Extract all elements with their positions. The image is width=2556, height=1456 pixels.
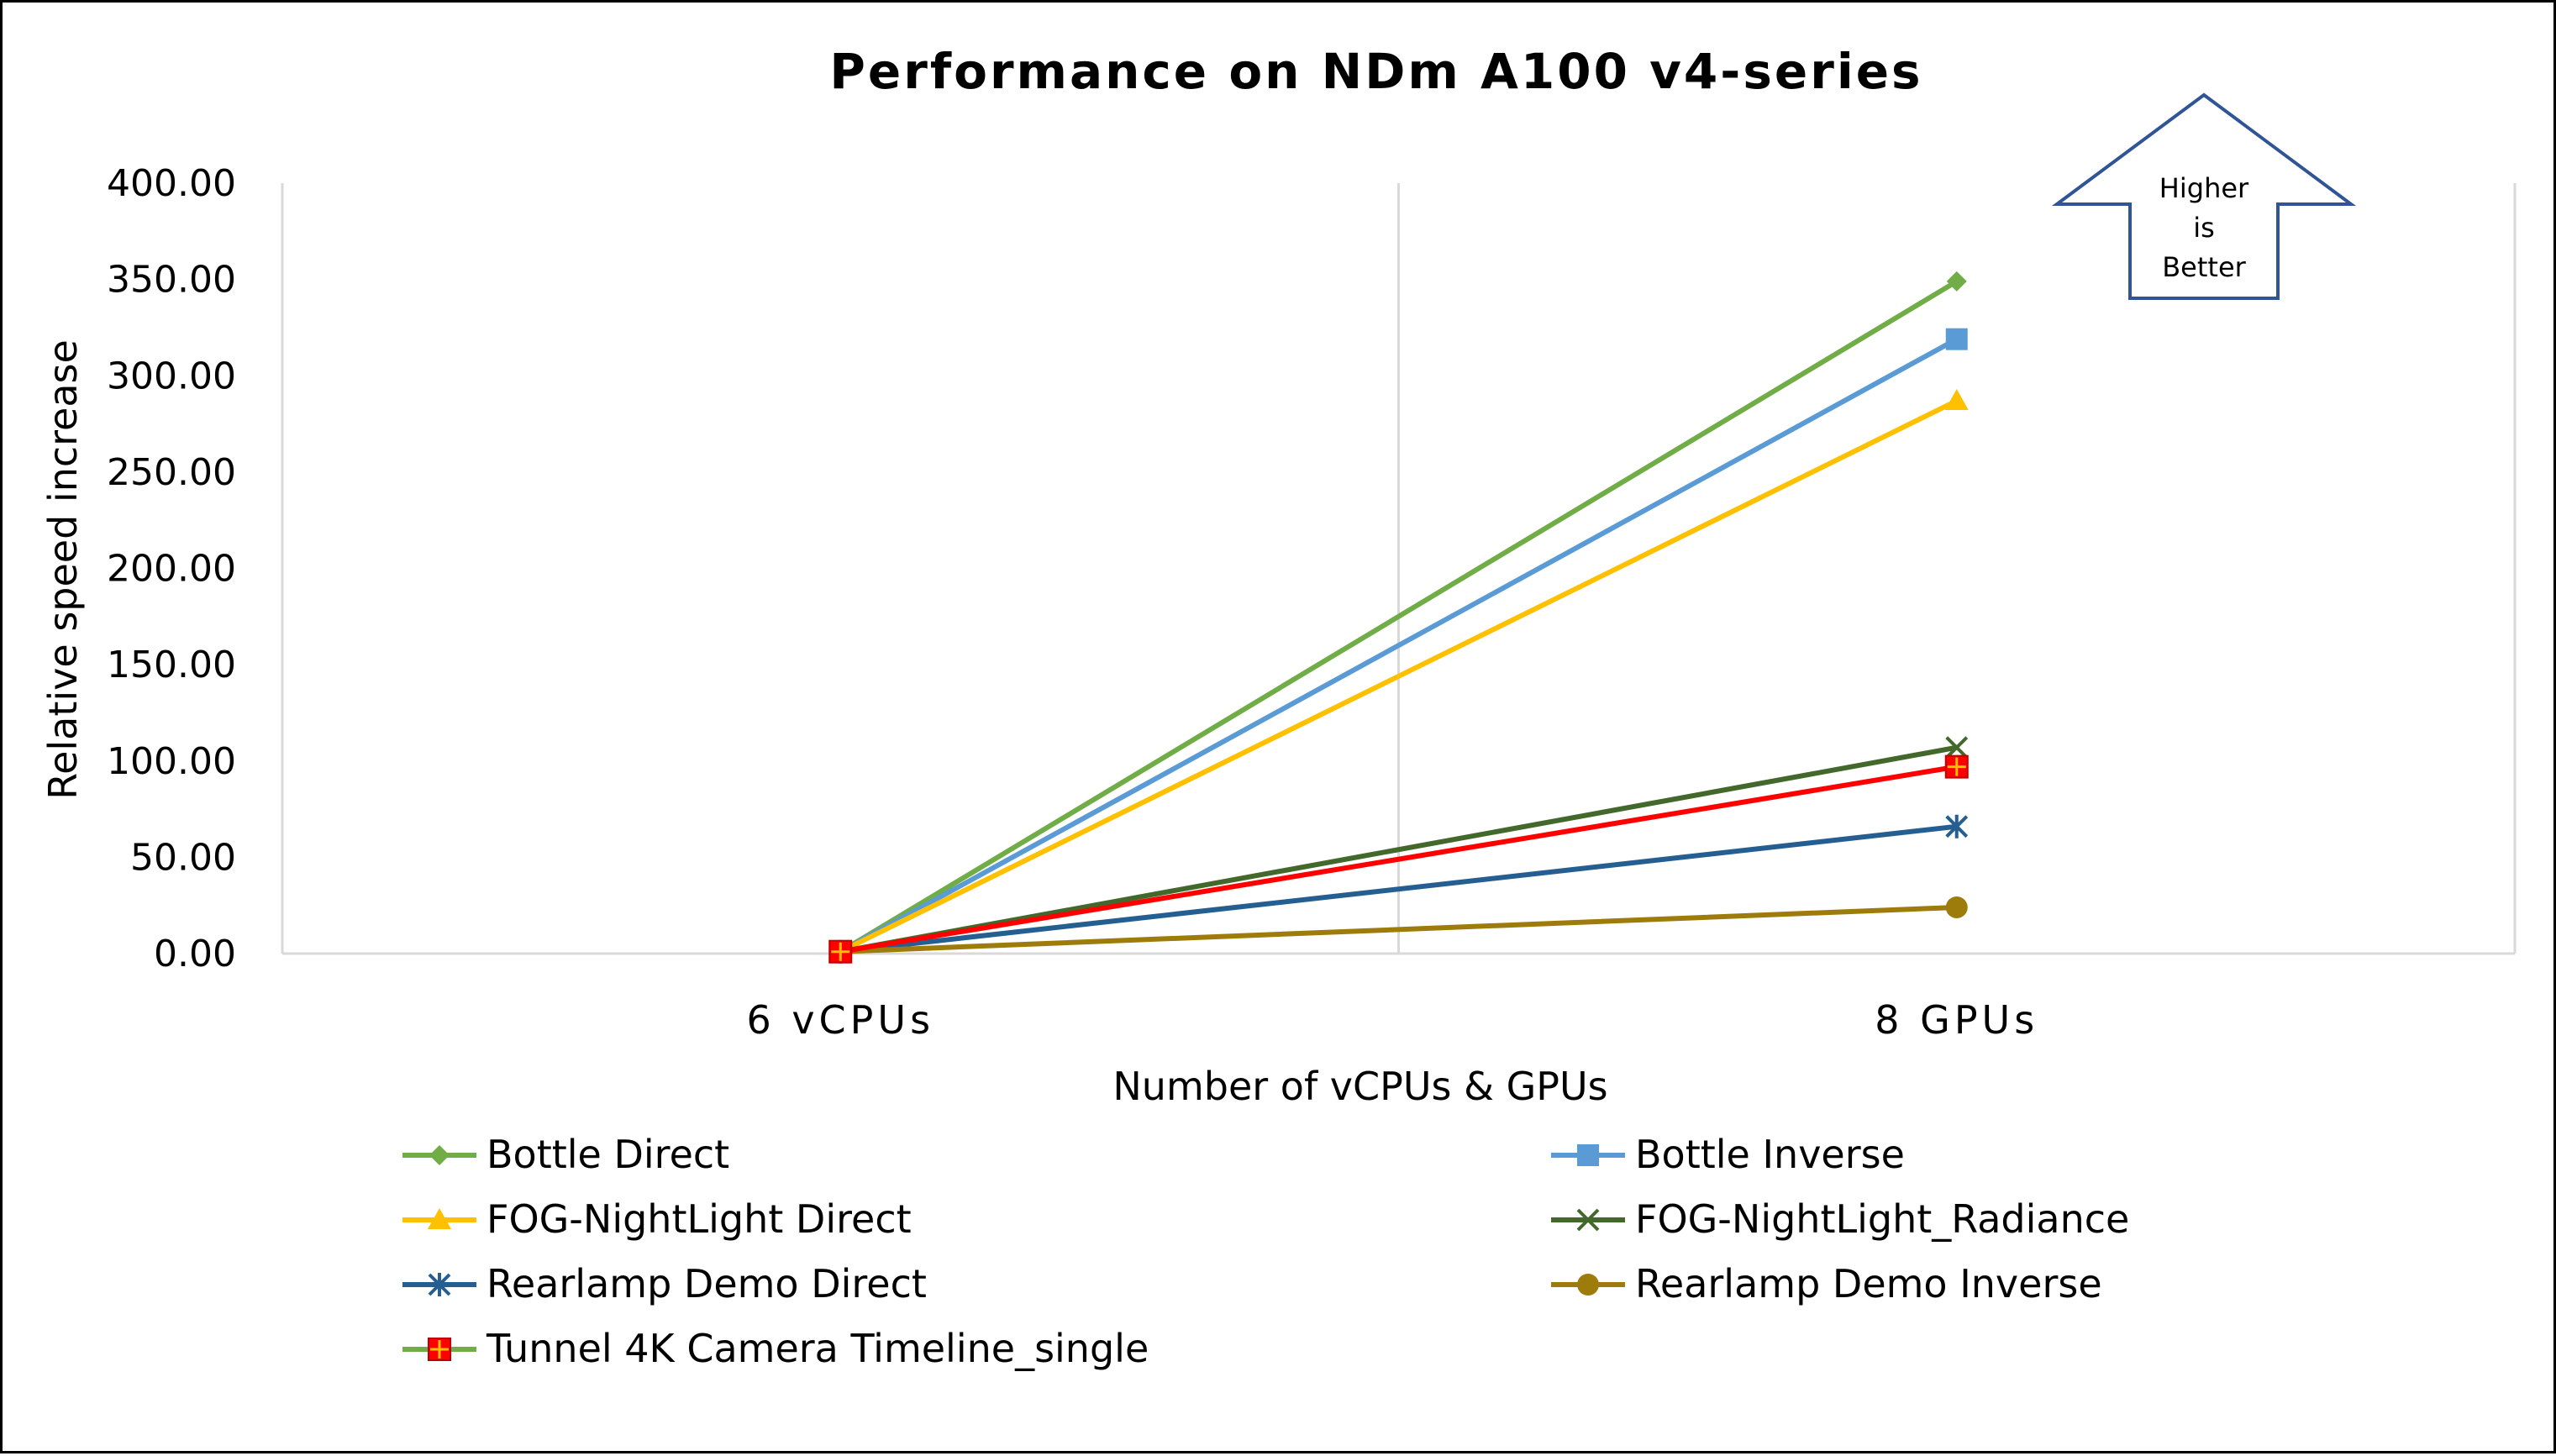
y-tick-label: 50.00: [130, 836, 236, 879]
data-point-bottle-direct: [1946, 271, 1967, 292]
legend-swatch-marker: [429, 1145, 450, 1165]
series-line-rearlamp-demo-inverse: [838, 904, 1959, 954]
legend-item-tunnel-4k-camera-timeline-single: Tunnel 4K Camera Timeline_single: [402, 1326, 1149, 1371]
legend-label: Tunnel 4K Camera Timeline_single: [486, 1326, 1149, 1371]
legend-item-rearlamp-demo-direct: Rearlamp Demo Direct: [402, 1261, 927, 1306]
data-point-fog-nightlight-radiance: [1945, 736, 1969, 760]
x-axis-label: Number of vCPUs & GPUs: [1112, 1064, 1607, 1109]
legend-swatch-marker: [428, 1208, 451, 1229]
data-point-bottle-inverse: [1945, 328, 1968, 350]
x-tick-labels: 6 vCPUs 8 GPUs: [746, 997, 2038, 1043]
legend-item-rearlamp-demo-inverse: Rearlamp Demo Inverse: [1551, 1261, 2102, 1306]
y-tick-label: 350.00: [107, 259, 236, 302]
chart-title: Performance on NDm A100 v4-series: [829, 43, 1922, 100]
legend: Bottle Direct Bottle Inverse FOG-NightLigh…: [402, 1132, 2129, 1371]
series-line-bottle-inverse: [838, 336, 1959, 954]
y-tick-label: 150.00: [107, 644, 236, 686]
series-line-bottle-direct: [838, 278, 1959, 954]
series-line-fog-nightlight-direct: [838, 398, 1959, 954]
legend-item-fog-nightlight-radiance: FOG-NightLight_Radiance: [1551, 1196, 2129, 1242]
y-axis-label: Relative speed increase: [40, 339, 86, 800]
line-chart: Performance on NDm A100 v4-series Relati…: [40, 43, 2517, 1371]
y-tick-label: 0.00: [154, 933, 236, 975]
x-tick-label: 8 GPUs: [1875, 997, 2038, 1043]
data-point-rearlamp-demo-direct: [1945, 814, 1969, 838]
legend-label: Rearlamp Demo Direct: [486, 1261, 927, 1306]
legend-label: Bottle Direct: [486, 1132, 729, 1177]
series-line-tunnel-4k-camera-timeline-single: [838, 764, 1959, 954]
y-tick-label: 250.00: [107, 451, 236, 494]
annotation-line-3: Better: [2162, 251, 2246, 283]
data-point-fog-nightlight-direct: [1944, 389, 1969, 411]
data-point-rearlamp-demo-inverse: [1945, 896, 1968, 918]
legend-label: Rearlamp Demo Inverse: [1635, 1261, 2102, 1306]
series-lines: [838, 278, 1959, 954]
annotation-line-2: is: [2193, 212, 2215, 244]
legend-swatch-marker: [428, 1338, 451, 1361]
legend-swatch-marker: [428, 1273, 451, 1296]
higher-is-better-annotation: Higher is Better: [2051, 92, 2357, 300]
legend-item-bottle-direct: Bottle Direct: [402, 1132, 729, 1177]
plus-square-marker-cross: [831, 942, 850, 961]
legend-item-bottle-inverse: Bottle Inverse: [1551, 1132, 1905, 1177]
data-point-tunnel-4k-camera-timeline-single: [828, 939, 853, 964]
gridlines: [281, 183, 2517, 955]
y-tick-label: 200.00: [107, 548, 236, 591]
y-tick-label: 300.00: [107, 355, 236, 397]
y-tick-label: 400.00: [107, 162, 236, 205]
plus-square-marker-cross: [1947, 757, 1966, 776]
y-tick-label: 100.00: [107, 740, 236, 783]
legend-label: FOG-NightLight_Radiance: [1635, 1196, 2129, 1242]
legend-label: FOG-NightLight Direct: [486, 1196, 912, 1242]
series-markers: [828, 271, 1969, 964]
series-line-fog-nightlight-radiance: [838, 744, 1959, 954]
legend-swatch-marker: [1576, 1208, 1600, 1232]
up-arrow-icon: [2051, 92, 2357, 300]
series-line-rearlamp-demo-direct: [838, 823, 1959, 954]
legend-swatch-marker: [1577, 1274, 1599, 1296]
legend-swatch-marker: [1577, 1144, 1599, 1166]
data-point-tunnel-4k-camera-timeline-single: [1944, 754, 1969, 779]
legend-item-fog-nightlight-direct: FOG-NightLight Direct: [402, 1196, 912, 1242]
annotation-line-1: Higher: [2159, 172, 2249, 204]
y-tick-labels: 0.00 50.00 100.00 150.00 200.00 250.00 300.00 3…: [107, 162, 236, 975]
plus-square-marker-cross: [430, 1340, 449, 1359]
x-tick-label: 6 vCPUs: [746, 997, 934, 1043]
legend-label: Bottle Inverse: [1635, 1132, 1905, 1177]
